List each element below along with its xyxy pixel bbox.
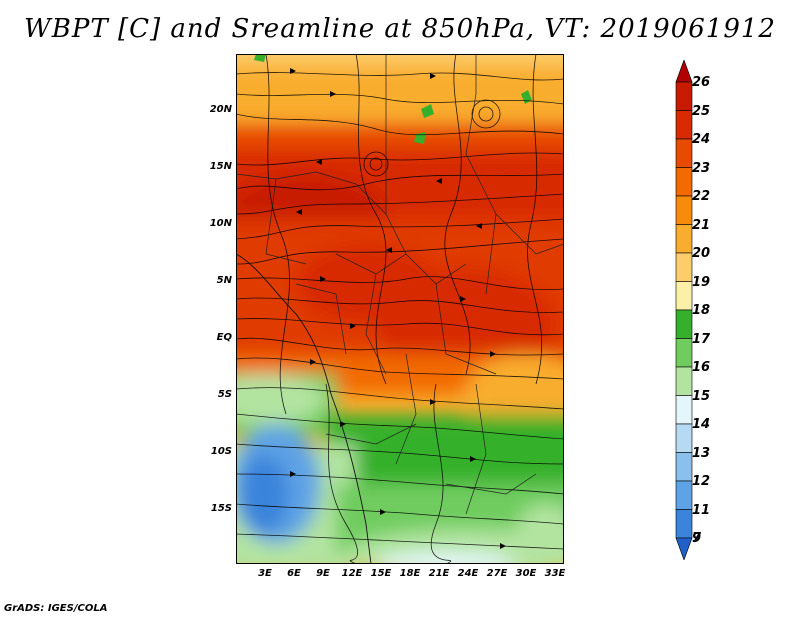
green-patch — [254, 54, 266, 62]
colorbar-label: 20 — [692, 246, 711, 261]
colorbar-label: 21 — [692, 217, 711, 233]
colorbar-label: 9 — [692, 531, 702, 546]
colorbar-swatch — [675, 509, 693, 539]
lat-label: 10S — [210, 446, 232, 457]
colorbar-label: 23 — [692, 160, 711, 176]
colorbar-swatch — [675, 281, 693, 311]
green-patch — [421, 104, 434, 118]
lon-label: 21E — [428, 568, 450, 579]
colorbar-graphic — [675, 59, 693, 561]
lat-label: 20N — [209, 104, 232, 115]
lon-label: 3E — [258, 568, 272, 579]
colorbar-label: 12 — [692, 474, 711, 489]
lon-label: 15E — [370, 568, 392, 579]
lon-label: 30E — [515, 568, 537, 579]
lat-label: 15N — [209, 161, 232, 172]
wbpt-shading — [236, 54, 564, 564]
lat-label: EQ — [216, 332, 232, 343]
colorbar-swatch — [675, 110, 693, 140]
lat-label: 10N — [209, 218, 232, 229]
colorbar-swatch — [675, 252, 693, 282]
colorbar-label: 22 — [692, 189, 711, 204]
colorbar-swatch — [675, 338, 693, 368]
lon-label: 12E — [341, 568, 363, 579]
colorbar-swatch — [675, 537, 693, 561]
colorbar-swatch — [675, 138, 693, 168]
colorbar-label: 11 — [692, 502, 711, 518]
colorbar-label: 7 — [692, 531, 702, 546]
colorbar — [670, 59, 730, 561]
lon-label: 18E — [399, 568, 421, 579]
colorbar-swatch — [675, 423, 693, 453]
colorbar-swatch — [675, 59, 693, 83]
colorbar-swatch — [675, 81, 693, 111]
colorbar-label: 26 — [692, 75, 711, 90]
colorbar-swatch — [675, 167, 693, 197]
lon-label: 9E — [316, 568, 330, 579]
map-title: WBPT [C] and Sreamline at 850hPa, VT: 20… — [24, 14, 776, 44]
colorbar-swatch — [675, 366, 693, 396]
colorbar-swatch — [675, 224, 693, 254]
map-frame — [236, 54, 564, 564]
colorbar-label: 24 — [692, 132, 711, 147]
colorbar-label: 17 — [692, 331, 711, 347]
lat-label: 5S — [217, 389, 232, 400]
colorbar-label: 25 — [692, 103, 711, 119]
wbpt-map — [236, 54, 564, 564]
colorbar-label: 16 — [692, 360, 711, 375]
lon-label: 27E — [486, 568, 508, 579]
lon-label: 33E — [544, 568, 566, 579]
lon-label: 24E — [457, 568, 479, 579]
colorbar-label: 15 — [692, 388, 711, 404]
streamlines — [236, 54, 564, 564]
map-panel — [236, 54, 564, 564]
streamline-arrows — [290, 68, 506, 549]
lat-label: 15S — [210, 503, 232, 514]
colorbar-label: 18 — [692, 303, 711, 318]
country-borders — [236, 54, 564, 515]
lat-label: 5N — [216, 275, 232, 286]
colorbar-swatch — [675, 452, 693, 482]
colorbar-label: 19 — [692, 274, 711, 290]
colorbar-swatch — [675, 480, 693, 510]
coastline — [236, 253, 372, 564]
colorbar-swatch — [675, 395, 693, 425]
grads-credit: GrADS: IGES/COLA — [4, 603, 108, 614]
lon-label: 6E — [287, 568, 301, 579]
colorbar-label: 13 — [692, 445, 711, 461]
colorbar-swatch — [675, 195, 693, 225]
colorbar-swatch — [675, 309, 693, 339]
colorbar-label: 14 — [692, 417, 711, 432]
